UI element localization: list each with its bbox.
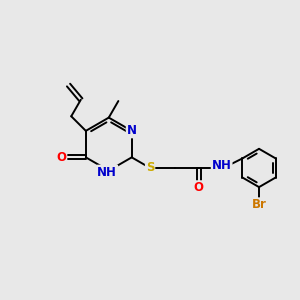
Text: O: O (194, 181, 204, 194)
Text: NH: NH (98, 166, 117, 178)
Text: S: S (146, 161, 154, 175)
Text: O: O (56, 151, 66, 164)
Text: Br: Br (252, 198, 266, 211)
Text: NH: NH (212, 158, 232, 172)
Text: N: N (127, 124, 137, 137)
